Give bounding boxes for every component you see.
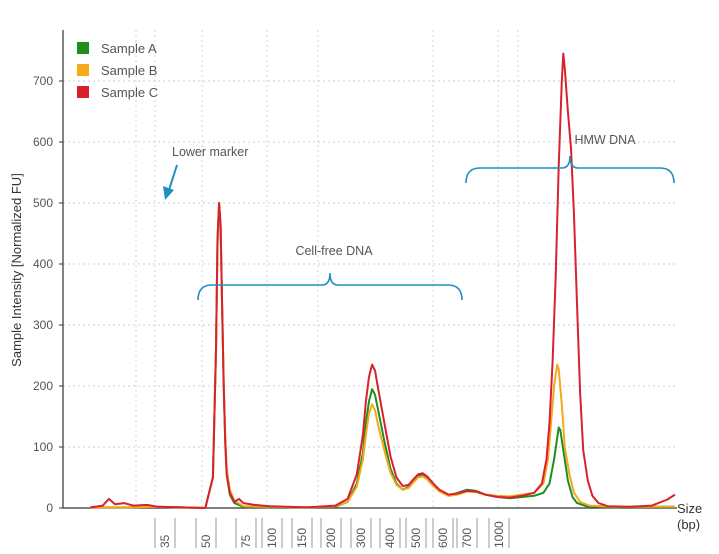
x-tick-label: 50	[199, 534, 213, 548]
series-line-sample-c	[90, 52, 676, 509]
x-tick-label: 1000	[492, 521, 506, 548]
plot-grid	[63, 30, 675, 508]
y-axis-label: Sample Intensity [Normalized FU]	[9, 173, 24, 367]
hmw-dna-label: HMW DNA	[574, 133, 636, 147]
x-tick-label: 500	[409, 528, 423, 548]
legend-swatch	[77, 86, 89, 98]
hmw-dna-brace	[465, 155, 675, 184]
legend-label: Sample B	[101, 63, 157, 78]
y-tick-label: 200	[33, 379, 53, 393]
chart-legend: Sample A Sample B Sample C	[77, 41, 158, 100]
cell-free-dna-label: Cell-free DNA	[295, 244, 373, 258]
x-tick-label: 600	[436, 528, 450, 548]
y-tick-label: 100	[33, 440, 53, 454]
x-axis-label-line: Size	[677, 501, 702, 516]
y-tick-label: 300	[33, 318, 53, 332]
legend-label: Sample C	[101, 85, 158, 100]
cell-free-dna-brace	[197, 272, 463, 301]
legend-swatch	[77, 64, 89, 76]
series-line-sample-a	[90, 202, 675, 509]
y-tick-label: 700	[33, 74, 53, 88]
legend-swatch	[77, 42, 89, 54]
x-axis-ticks: 35 50 75 100 150 200 300 400 500 600 700 1000	[154, 518, 510, 548]
chart-series	[90, 52, 676, 509]
x-tick-label: 35	[158, 534, 172, 548]
y-tick-label: 500	[33, 196, 53, 210]
lower-marker-label: Lower marker	[172, 145, 248, 159]
x-tick-label: 400	[383, 528, 397, 548]
y-tick-label: 0	[46, 501, 53, 515]
x-tick-label: 100	[265, 528, 279, 548]
x-axis-label-line: (bp)	[677, 517, 700, 532]
lower-marker-arrow-shaft	[168, 164, 178, 191]
chart-annotations: Lower marker Cell-free DNA HMW DNA	[163, 133, 675, 301]
x-tick-label: 200	[324, 528, 338, 548]
x-axis-label: Size(bp)	[677, 501, 702, 532]
y-tick-label: 400	[33, 257, 53, 271]
y-tick-label: 600	[33, 135, 53, 149]
y-axis-ticks: 0 100 200 300 400 500 600 700	[33, 74, 63, 515]
legend-label: Sample A	[101, 41, 157, 56]
x-tick-label: 300	[354, 528, 368, 548]
series-line-sample-b	[90, 208, 675, 509]
x-tick-label: 150	[295, 528, 309, 548]
lower-marker-arrow-head	[163, 186, 174, 200]
x-tick-label: 75	[239, 534, 253, 548]
x-tick-label: 700	[460, 528, 474, 548]
